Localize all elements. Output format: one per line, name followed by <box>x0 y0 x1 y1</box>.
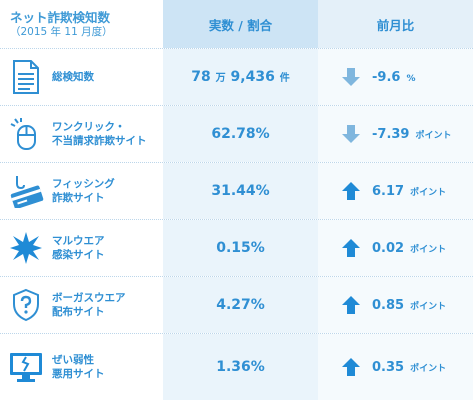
row-value: 78 万 9,436 件 <box>191 69 290 85</box>
row-change-cell: 6.17 ポイント <box>318 163 473 219</box>
burst-icon <box>8 230 44 266</box>
row-label-line2: 配布サイト <box>52 306 105 318</box>
document-icon <box>8 59 44 95</box>
row-label: ワンクリック・ 不当請求詐欺サイト <box>52 120 147 148</box>
table-header-title-cell: ネット詐欺検知数 （2015 年 11 月度） <box>0 0 163 48</box>
row-change-cell: 0.85 ポイント <box>318 277 473 333</box>
row-change: -9.6% <box>372 69 416 85</box>
row-label-line1: フィッシング <box>52 178 115 190</box>
arrow-down-icon <box>342 68 360 86</box>
row-label-cell: ワンクリック・ 不当請求詐欺サイト <box>0 106 163 162</box>
row-label: フィッシング 詐欺サイト <box>52 177 115 205</box>
column-header-value: 実数 / 割合 <box>163 0 318 48</box>
arrow-up-icon <box>342 358 360 376</box>
row-label-line2: 感染サイト <box>52 249 105 261</box>
row-change: 0.85 ポイント <box>372 297 447 313</box>
row-label-line1: ボーガスウエア <box>52 292 126 304</box>
row-label-line2: 悪用サイト <box>52 368 105 380</box>
table-row: ボーガスウエア 配布サイト 4.27% 0.85 ポイント <box>0 276 473 333</box>
row-label-cell: 総検知数 <box>0 49 163 105</box>
row-value-cell: 31.44% <box>163 163 318 219</box>
row-label-line2: 詐欺サイト <box>52 192 105 204</box>
table-title: ネット詐欺検知数 <box>10 9 111 25</box>
arrow-down-icon <box>342 125 360 143</box>
row-label-cell: ぜい弱性 悪用サイト <box>0 334 163 400</box>
row-value: 4.27% <box>216 297 265 313</box>
row-label-line1: 総検知数 <box>52 71 94 83</box>
row-value: 31.44% <box>211 183 270 199</box>
row-value-cell: 78 万 9,436 件 <box>163 49 318 105</box>
row-change-cell: 0.02 ポイント <box>318 220 473 276</box>
row-label-line1: ワンクリック・ <box>52 121 126 133</box>
table-row: フィッシング 詐欺サイト 31.44% 6.17 ポイント <box>0 162 473 219</box>
row-change: -7.39 ポイント <box>372 126 452 142</box>
row-label-line1: ぜい弱性 <box>52 354 94 366</box>
row-change: 0.35 ポイント <box>372 359 447 375</box>
row-change: 0.02 ポイント <box>372 240 447 256</box>
phishing-card-icon <box>8 173 44 209</box>
arrow-up-icon <box>342 296 360 314</box>
table-row: ワンクリック・ 不当請求詐欺サイト 62.78% -7.39 ポイント <box>0 105 473 162</box>
arrow-up-icon <box>342 239 360 257</box>
row-label: ぜい弱性 悪用サイト <box>52 353 105 381</box>
row-value: 1.36% <box>216 359 265 375</box>
table-subtitle: （2015 年 11 月度） <box>10 25 113 38</box>
row-value-cell: 4.27% <box>163 277 318 333</box>
row-value-cell: 62.78% <box>163 106 318 162</box>
row-change-cell: -9.6% <box>318 49 473 105</box>
row-label-cell: マルウエア 感染サイト <box>0 220 163 276</box>
row-change-cell: 0.35 ポイント <box>318 334 473 400</box>
row-label-line2: 不当請求詐欺サイト <box>52 135 147 147</box>
row-value-cell: 0.15% <box>163 220 318 276</box>
row-change: 6.17 ポイント <box>372 183 447 199</box>
row-label: マルウエア 感染サイト <box>52 234 105 262</box>
table-row: 総検知数 78 万 9,436 件 -9.6% <box>0 48 473 105</box>
shield-question-icon <box>8 287 44 323</box>
row-label-line1: マルウエア <box>52 235 105 247</box>
arrow-up-icon <box>342 182 360 200</box>
row-change-cell: -7.39 ポイント <box>318 106 473 162</box>
row-value: 0.15% <box>216 240 265 256</box>
row-label: ボーガスウエア 配布サイト <box>52 291 126 319</box>
table-row: ぜい弱性 悪用サイト 1.36% 0.35 ポイント <box>0 333 473 400</box>
row-value: 62.78% <box>211 126 270 142</box>
table-row: マルウエア 感染サイト 0.15% 0.02 ポイント <box>0 219 473 276</box>
column-header-change: 前月比 <box>318 0 473 48</box>
broken-monitor-icon <box>8 349 44 385</box>
row-label-cell: フィッシング 詐欺サイト <box>0 163 163 219</box>
mouse-click-icon <box>8 116 44 152</box>
row-label: 総検知数 <box>52 70 94 84</box>
row-value-cell: 1.36% <box>163 334 318 400</box>
row-label-cell: ボーガスウエア 配布サイト <box>0 277 163 333</box>
